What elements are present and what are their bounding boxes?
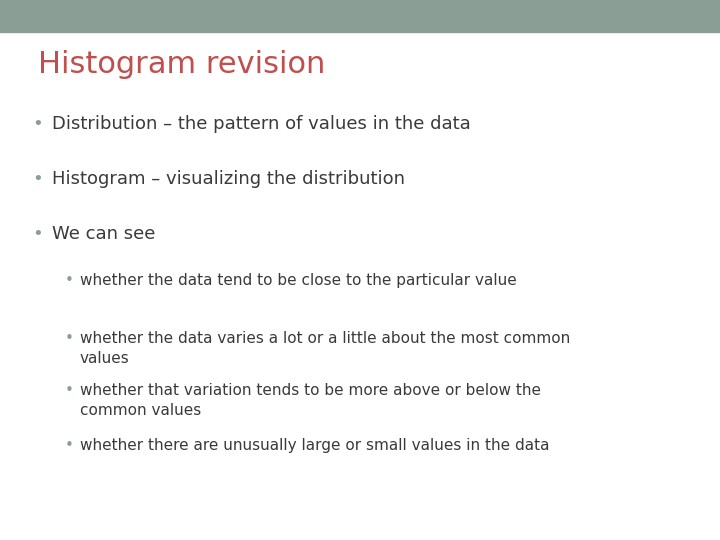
Text: •: •: [65, 273, 74, 288]
Text: whether the data varies a lot or a little about the most common
values: whether the data varies a lot or a littl…: [80, 331, 570, 366]
Text: whether that variation tends to be more above or below the
common values: whether that variation tends to be more …: [80, 383, 541, 418]
Text: •: •: [65, 383, 74, 398]
Text: whether the data tend to be close to the particular value: whether the data tend to be close to the…: [80, 273, 517, 288]
Text: •: •: [32, 115, 42, 133]
Text: whether there are unusually large or small values in the data: whether there are unusually large or sma…: [80, 438, 549, 453]
Text: Distribution – the pattern of values in the data: Distribution – the pattern of values in …: [52, 115, 471, 133]
Text: •: •: [32, 225, 42, 243]
Text: •: •: [65, 438, 74, 453]
Text: •: •: [32, 170, 42, 188]
Text: Histogram – visualizing the distribution: Histogram – visualizing the distribution: [52, 170, 405, 188]
Text: We can see: We can see: [52, 225, 156, 243]
Bar: [0, 0, 720, 32]
Text: Histogram revision: Histogram revision: [38, 50, 325, 79]
Text: •: •: [65, 331, 74, 346]
